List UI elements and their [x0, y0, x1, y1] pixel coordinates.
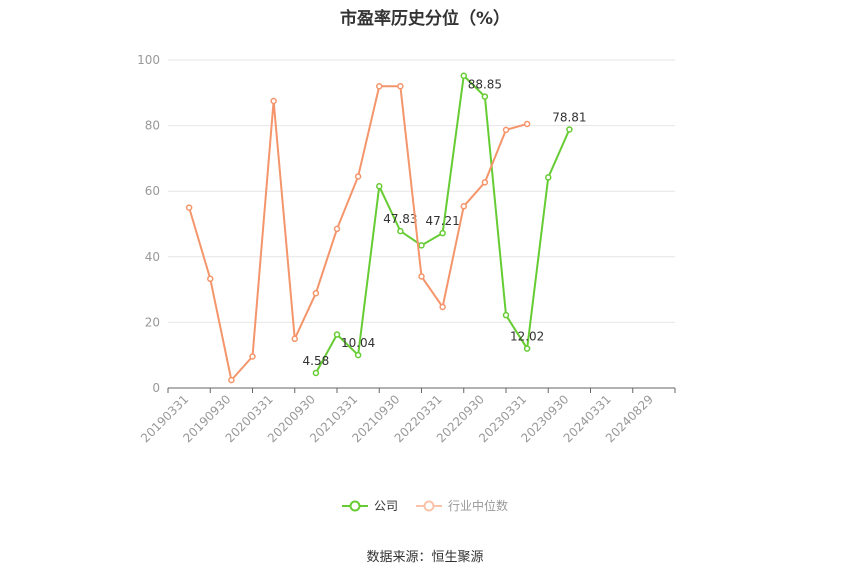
data-point-company [333, 331, 341, 338]
legend-industry-label: 行业中位数 [448, 499, 509, 513]
data-label: 47.21 [425, 214, 459, 228]
chart-title: 市盈率历史分位（%） [339, 9, 511, 29]
data-point-company [376, 183, 383, 190]
data-point-industry [418, 273, 425, 280]
data-point-company [439, 229, 446, 237]
data-point-industry [312, 289, 320, 297]
data-label: 12.02 [510, 330, 544, 344]
data-point-industry [270, 97, 277, 105]
data-point-industry [397, 82, 404, 90]
y-tick-label: 20 [145, 315, 160, 329]
data-point-industry [207, 275, 214, 283]
data-point-company [397, 227, 404, 235]
data-label: 47.83 [383, 212, 417, 226]
legend-item-industry[interactable]: 行业中位数 [416, 497, 508, 514]
legend-company-icon [341, 500, 368, 511]
y-tick-label: 40 [145, 250, 160, 264]
data-point-company [502, 311, 510, 319]
data-point-industry [249, 353, 256, 360]
legend: 公司 行业中位数 [0, 497, 850, 514]
data-point-industry [185, 204, 193, 211]
data-point-industry [502, 126, 510, 134]
data-label: 88.85 [468, 78, 502, 92]
data-label: 10.04 [341, 336, 375, 350]
y-tick-label: 80 [145, 119, 160, 133]
data-point-company [312, 369, 320, 377]
y-tick-label: 60 [145, 184, 160, 198]
data-point-company [354, 351, 362, 359]
data-label: 4.58 [303, 354, 330, 368]
data-point-industry [376, 82, 383, 90]
data-point-industry [354, 173, 362, 180]
data-point-company [481, 93, 489, 100]
data-point-industry [333, 225, 341, 233]
data-label: 78.81 [552, 111, 586, 125]
y-tick-label: 100 [137, 53, 160, 67]
data-point-industry [460, 203, 467, 210]
data-point-industry [481, 179, 489, 186]
data-point-company [523, 345, 531, 352]
data-point-company [418, 242, 425, 249]
data-point-company [545, 174, 552, 181]
data-point-industry [228, 376, 235, 384]
y-tick-label: 0 [152, 381, 160, 395]
data-source: 数据来源：恒生聚源 [366, 550, 484, 565]
data-point-company [566, 126, 573, 133]
data-point-company [460, 72, 467, 79]
data-point-industry [439, 303, 446, 311]
data-point-industry [523, 120, 531, 128]
data-point-industry [291, 335, 298, 343]
legend-company-label: 公司 [373, 499, 398, 513]
legend-industry-icon [416, 500, 442, 511]
legend-item-company[interactable]: 公司 [341, 497, 398, 514]
